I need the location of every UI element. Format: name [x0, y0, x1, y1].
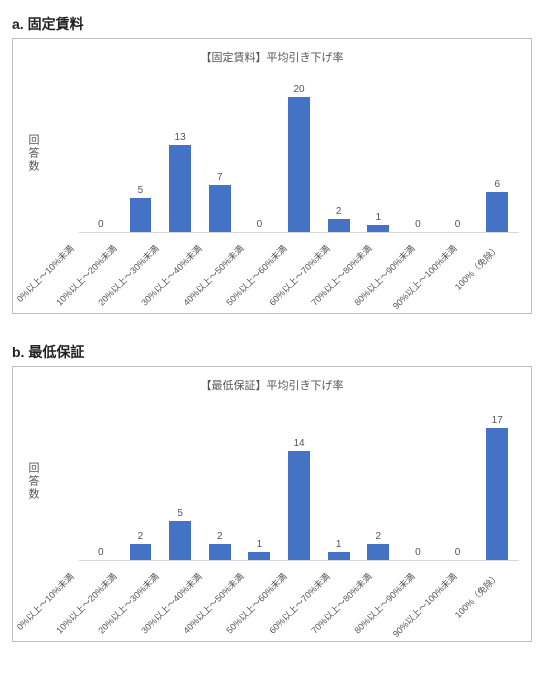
- bar-value-label: 1: [257, 539, 263, 550]
- bar-value-label: 5: [138, 185, 144, 196]
- chart-a-plot-row: 回答数 0 5 13 7 0 20 2 1 0 0 6: [25, 73, 519, 233]
- bar: [486, 428, 508, 560]
- bar-value-label: 2: [138, 531, 144, 542]
- bar-col: 6: [477, 73, 517, 232]
- bar-col: 5: [160, 401, 200, 560]
- section-b-title: b. 最低保証: [12, 342, 532, 362]
- bar-value-label: 0: [98, 219, 104, 230]
- x-col: 100%（免除）: [474, 561, 517, 635]
- chart-a-ylabel-wrap: 回答数: [25, 73, 79, 233]
- bar-value-label: 5: [177, 508, 183, 519]
- bar-col: 2: [121, 401, 161, 560]
- bar-value-label: 2: [376, 531, 382, 542]
- chart-b-xlabels: 0%以上～10%未満10%以上～20%未満20%以上～30%未満30%以上～40…: [47, 561, 519, 635]
- bar-col: 13: [160, 73, 200, 232]
- bar-col: 0: [438, 73, 478, 232]
- bar-value-label: 0: [257, 219, 263, 230]
- bar-value-label: 17: [492, 415, 503, 426]
- bar: [209, 185, 231, 232]
- chart-b-plot-row: 回答数 0 2 5 2 1 14 1 2 0 0 17: [25, 401, 519, 561]
- bar-value-label: 1: [376, 212, 382, 223]
- bar-col: 5: [121, 73, 161, 232]
- x-col: 100%（免除）: [474, 233, 517, 307]
- bar-col: 17: [477, 401, 517, 560]
- bar-col: 2: [200, 401, 240, 560]
- bar-col: 2: [358, 401, 398, 560]
- bar-value-label: 1: [336, 539, 342, 550]
- bar-col: 1: [240, 401, 280, 560]
- chart-a-title: 【固定賃料】平均引き下げ率: [25, 49, 519, 65]
- bar-col: 2: [319, 73, 359, 232]
- bar-value-label: 13: [175, 132, 186, 143]
- bar-value-label: 2: [336, 206, 342, 217]
- chart-b-ylabel-wrap: 回答数: [25, 401, 79, 561]
- bar-col: 0: [398, 401, 438, 560]
- bar: [130, 544, 152, 560]
- bar: [486, 192, 508, 232]
- bar-value-label: 7: [217, 172, 223, 183]
- bar-value-label: 0: [415, 547, 421, 558]
- bar: [169, 521, 191, 560]
- chart-b-plot: 0 2 5 2 1 14 1 2 0 0 17: [79, 401, 519, 561]
- section-a-title: a. 固定賃料: [12, 14, 532, 34]
- bar-value-label: 0: [455, 547, 461, 558]
- bar-col: 0: [398, 73, 438, 232]
- bar: [130, 198, 152, 232]
- bar-value-label: 6: [494, 179, 500, 190]
- chart-a-xlabels: 0%以上～10%未満10%以上～20%未満20%以上～30%未満30%以上～40…: [47, 233, 519, 307]
- chart-a-box: 【固定賃料】平均引き下げ率 回答数 0 5 13 7 0 20 2 1 0 0 6 0%以上～10%…: [12, 38, 532, 314]
- bar-value-label: 0: [415, 219, 421, 230]
- bar: [367, 544, 389, 560]
- bar: [328, 219, 350, 232]
- bar: [288, 97, 310, 232]
- bar: [169, 145, 191, 232]
- chart-a-ylabel: 回答数: [25, 134, 41, 173]
- bar-value-label: 14: [293, 438, 304, 449]
- bar: [288, 451, 310, 560]
- bar-col: 14: [279, 401, 319, 560]
- bar-col: 0: [81, 401, 121, 560]
- bar-col: 0: [240, 73, 280, 232]
- bar-col: 1: [319, 401, 359, 560]
- bar-value-label: 2: [217, 531, 223, 542]
- chart-b-box: 【最低保証】平均引き下げ率 回答数 0 2 5 2 1 14 1 2 0 0 17 0%以上～10%…: [12, 366, 532, 642]
- bar-col: 1: [358, 73, 398, 232]
- bar-value-label: 20: [293, 84, 304, 95]
- bar-col: 0: [81, 73, 121, 232]
- bar: [209, 544, 231, 560]
- chart-b-title: 【最低保証】平均引き下げ率: [25, 377, 519, 393]
- chart-a-plot: 0 5 13 7 0 20 2 1 0 0 6: [79, 73, 519, 233]
- bar-value-label: 0: [98, 547, 104, 558]
- chart-b-ylabel: 回答数: [25, 462, 41, 501]
- bar: [328, 552, 350, 560]
- bar: [248, 552, 270, 560]
- bar-col: 0: [438, 401, 478, 560]
- bar-value-label: 0: [455, 219, 461, 230]
- bar-col: 7: [200, 73, 240, 232]
- bar-col: 20: [279, 73, 319, 232]
- bar: [367, 225, 389, 232]
